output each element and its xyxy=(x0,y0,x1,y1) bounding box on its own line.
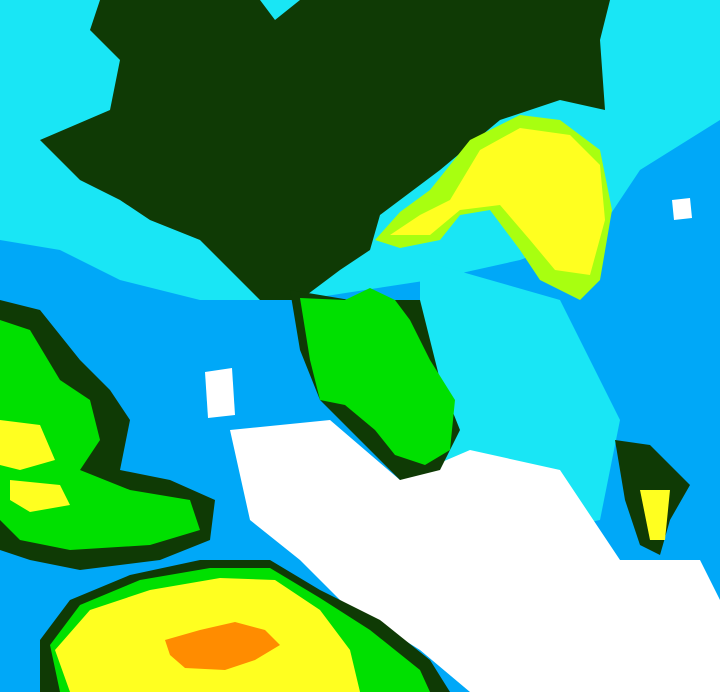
region-orange-bottom xyxy=(165,622,280,670)
region-dark-green xyxy=(40,0,610,300)
region-yellow-right xyxy=(640,490,670,540)
region-yellow-top xyxy=(390,128,605,275)
region-white-small xyxy=(205,368,235,418)
region-yellow-left xyxy=(0,420,55,470)
region-white xyxy=(230,420,720,692)
region-green-center xyxy=(300,288,455,465)
region-white-right xyxy=(672,198,692,220)
region-yellow-left-2 xyxy=(10,480,70,512)
